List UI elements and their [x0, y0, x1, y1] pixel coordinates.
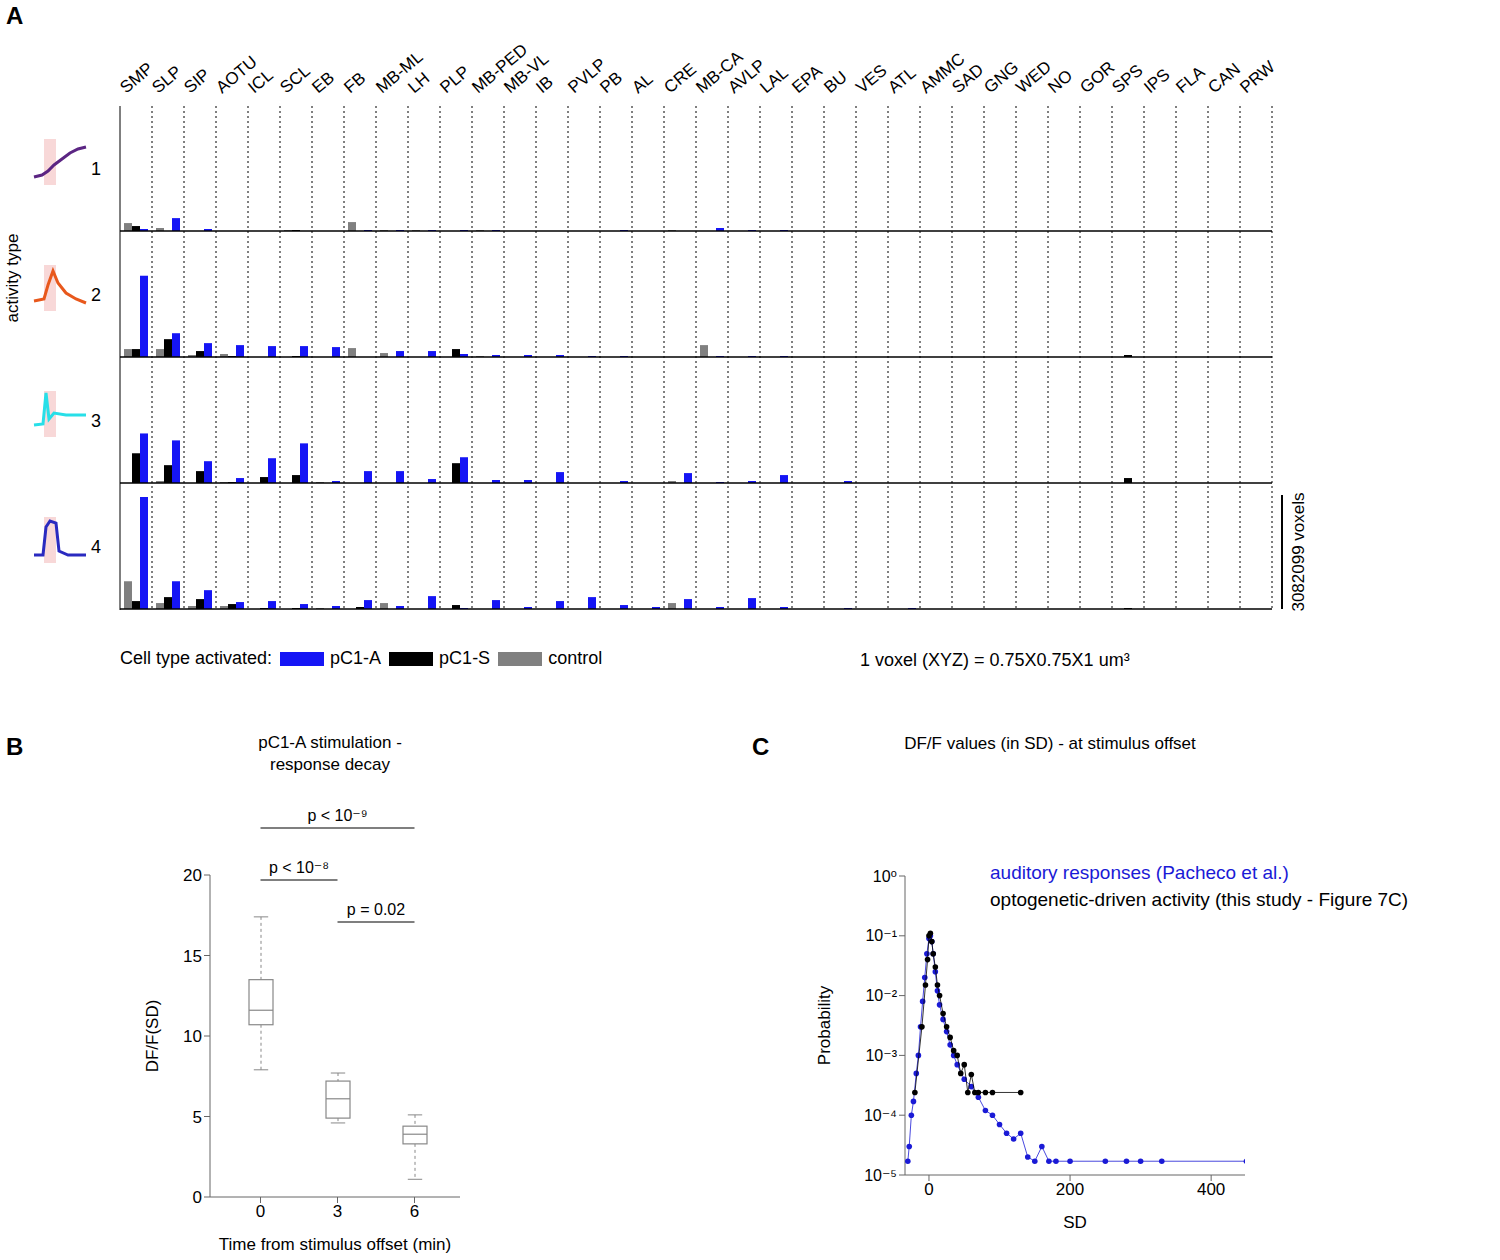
svg-text:0: 0 [256, 1202, 265, 1221]
svg-text:WED: WED [1012, 57, 1055, 97]
svg-text:200: 200 [1056, 1180, 1084, 1199]
svg-text:1: 1 [91, 159, 101, 179]
svg-text:3082099 voxels: 3082099 voxels [1289, 492, 1308, 611]
svg-text:10⁻²: 10⁻² [865, 987, 897, 1004]
svg-text:0: 0 [193, 1188, 202, 1207]
svg-text:SAD: SAD [948, 60, 987, 97]
html-text:DF/F values (in SD) - at stimu: DF/F values (in SD) - at stimulus offset [904, 734, 1196, 753]
html-text:pC1-S: pC1-S [439, 648, 491, 668]
svg-text:CRE: CRE [660, 59, 700, 97]
svg-text:SD: SD [1063, 1213, 1087, 1232]
svg-text:0: 0 [924, 1180, 933, 1199]
svg-text:10⁻¹: 10⁻¹ [865, 927, 897, 944]
svg-text:6: 6 [410, 1202, 419, 1221]
svg-text:10: 10 [183, 1027, 202, 1046]
svg-text:GOR: GOR [1076, 58, 1118, 97]
svg-text:Time from stimulus offset (min: Time from stimulus offset (min) [219, 1235, 451, 1254]
svg-text:10⁻⁴: 10⁻⁴ [864, 1107, 897, 1124]
svg-text:400: 400 [1197, 1180, 1225, 1199]
svg-text:CAN: CAN [1204, 59, 1244, 97]
svg-text:SIP: SIP [180, 65, 213, 97]
html-text:auditory responses (Pacheco et: auditory responses (Pacheco et al.) [990, 862, 1289, 883]
svg-text:NO: NO [1044, 66, 1076, 97]
svg-text:3: 3 [333, 1202, 342, 1221]
svg-text:p < 10⁻⁸: p < 10⁻⁸ [269, 859, 329, 876]
svg-text:activity type: activity type [8, 234, 22, 323]
svg-text:MB-ML: MB-ML [372, 47, 427, 98]
html-text:C: C [752, 733, 770, 760]
svg-text:GNG: GNG [980, 58, 1022, 97]
svg-text:15: 15 [183, 947, 202, 966]
svg-text:PVLP: PVLP [564, 54, 610, 98]
svg-text:p < 10⁻⁹: p < 10⁻⁹ [307, 807, 367, 824]
svg-text:AL: AL [628, 69, 656, 97]
svg-text:10⁻⁵: 10⁻⁵ [864, 1167, 897, 1184]
svg-text:VES: VES [852, 61, 890, 97]
svg-text:MB-PED: MB-PED [468, 40, 532, 98]
svg-text:4: 4 [91, 537, 101, 557]
svg-text:PB: PB [596, 68, 626, 97]
svg-text:LAL: LAL [756, 63, 791, 97]
svg-text:10⁰: 10⁰ [873, 868, 897, 885]
svg-text:AOTU: AOTU [212, 52, 261, 98]
svg-text:FLA: FLA [1172, 62, 1209, 97]
svg-text:ATL: ATL [884, 63, 919, 97]
svg-text:IB: IB [532, 72, 557, 97]
svg-text:SCL: SCL [276, 61, 314, 97]
svg-text:10⁻³: 10⁻³ [865, 1047, 897, 1064]
html-text:B: B [6, 733, 24, 760]
svg-text:ICL: ICL [244, 65, 276, 97]
svg-text:MB-VL: MB-VL [500, 49, 553, 98]
svg-text:SLP: SLP [148, 62, 185, 97]
html-text:optogenetic-driven activity (t: optogenetic-driven activity (this study … [990, 889, 1409, 910]
svg-text:DF/F(SD): DF/F(SD) [143, 1000, 162, 1073]
svg-text:LH: LH [404, 69, 433, 98]
svg-text:AVLP: AVLP [724, 55, 769, 98]
html-text:pC1-A stimulation - response d: pC1-A stimulation - response decay [258, 733, 402, 774]
svg-text:Probability: Probability [815, 985, 834, 1065]
svg-text:EB: EB [308, 68, 338, 97]
svg-text:SMP: SMP [116, 59, 156, 97]
html-text:A: A [6, 2, 24, 29]
svg-text:20: 20 [183, 866, 202, 885]
html-text:control: control [548, 648, 603, 668]
svg-text:PRW: PRW [1236, 57, 1278, 97]
svg-text:IPS: IPS [1140, 65, 1173, 97]
svg-text:FB: FB [340, 69, 369, 98]
svg-text:PLP: PLP [436, 62, 473, 97]
svg-text:p = 0.02: p = 0.02 [347, 901, 405, 918]
svg-text:MB-CA: MB-CA [692, 47, 747, 98]
svg-text:2: 2 [91, 285, 101, 305]
html-text:pC1-A: pC1-A [330, 648, 382, 668]
html-text:Cell type activated:: Cell type activated: [120, 648, 273, 668]
svg-text:5: 5 [193, 1108, 202, 1127]
svg-text:SPS: SPS [1108, 61, 1146, 97]
svg-text:EPA: EPA [788, 61, 826, 97]
html-text:1 voxel (XYZ) = 0.75X0.75X1 um: 1 voxel (XYZ) = 0.75X0.75X1 um³ [860, 650, 1130, 670]
svg-text:BU: BU [820, 67, 850, 97]
svg-text:AMMC: AMMC [916, 49, 969, 98]
svg-text:3: 3 [91, 411, 101, 431]
